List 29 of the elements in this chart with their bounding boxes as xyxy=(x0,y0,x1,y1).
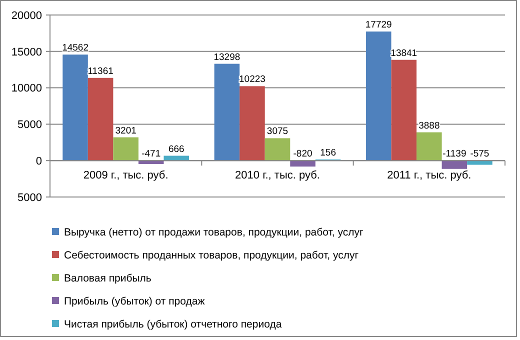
data-label: 13298 xyxy=(214,52,240,63)
data-label: -575 xyxy=(470,148,490,160)
data-label: 156 xyxy=(320,147,336,158)
data-label: 666 xyxy=(168,144,184,155)
y-tick-label: 20000 xyxy=(11,10,42,22)
data-label: 3201 xyxy=(115,125,136,136)
x-tick-label: 2009 г., тыс. руб. xyxy=(83,170,168,182)
y-tick-label: 0 xyxy=(36,155,42,168)
legend-label: Себестоимость проданных товаров, продукции, работ, услуг xyxy=(64,250,359,262)
data-label: 3888 xyxy=(418,120,440,132)
y-tick-label: 10000 xyxy=(11,82,42,95)
legend-label: Выручка (нетто) от продажи товаров, продукции, работ, услуг xyxy=(64,226,364,239)
data-label: 11361 xyxy=(88,66,114,77)
y-tick-label: 15000 xyxy=(11,46,42,58)
data-label: -820 xyxy=(293,148,312,160)
y-tick-label: 5000 xyxy=(18,192,42,204)
legend-label: Валовая прибыль xyxy=(64,272,152,285)
x-tick-label: 2010 г., тыс. руб. xyxy=(235,170,320,182)
legend-label: Чистая прибыль (убыток) отчетного периода xyxy=(64,318,282,331)
data-label: 3075 xyxy=(266,126,288,138)
y-tick-label: 5000 xyxy=(18,119,42,132)
data-label: -471 xyxy=(142,148,161,160)
legend-label: Прибыль (убыток) от продаж xyxy=(64,296,205,308)
data-label: 17729 xyxy=(365,20,392,31)
data-label: 13841 xyxy=(390,48,418,59)
data-label: 10223 xyxy=(239,74,266,86)
data-label: 14562 xyxy=(62,42,88,54)
data-label: -1139 xyxy=(442,148,466,160)
x-tick-label: 2011 г., тыс. руб. xyxy=(387,170,472,182)
